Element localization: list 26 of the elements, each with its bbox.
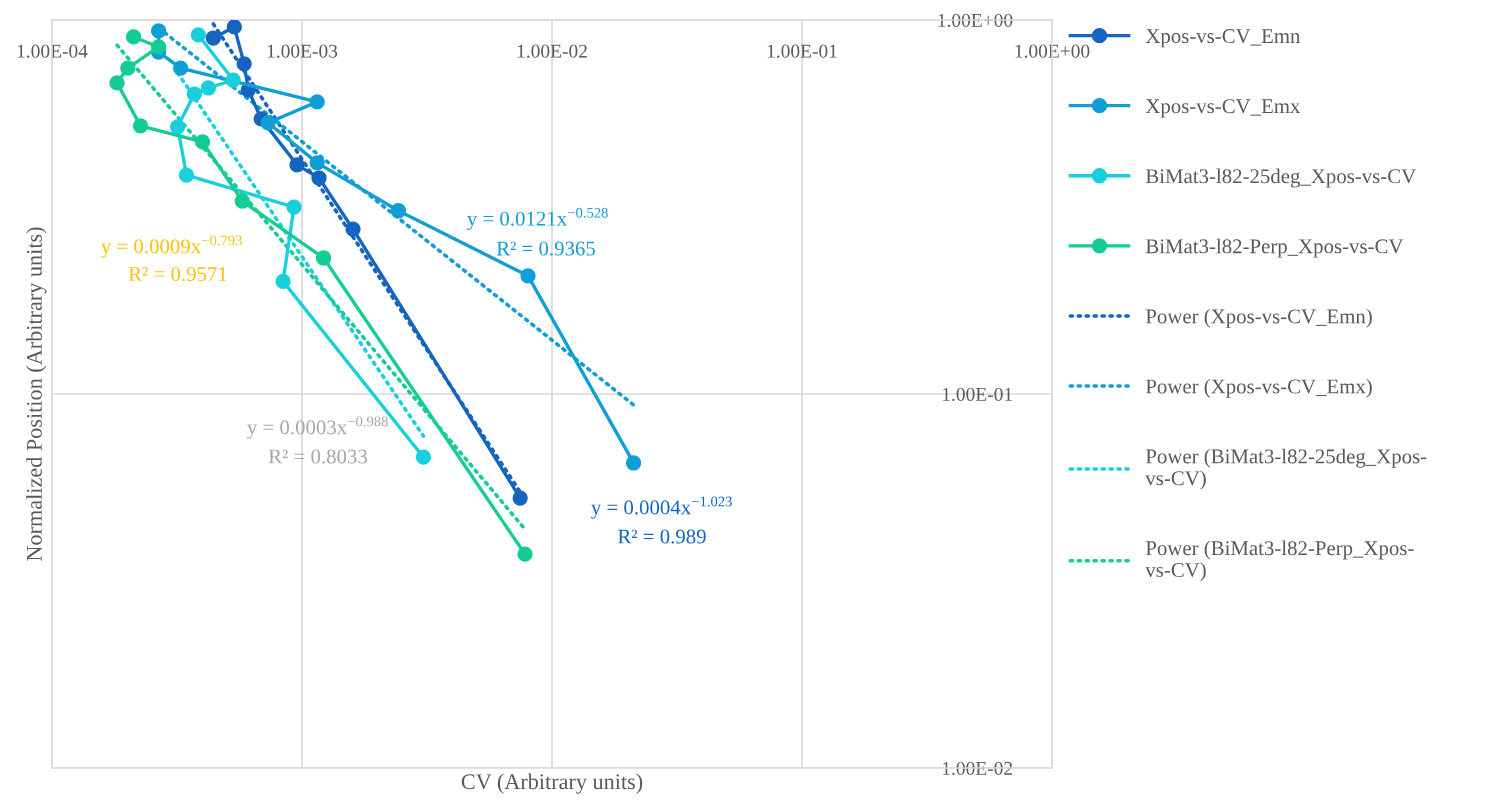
annotation: y = 0.0009x$^{−0.793}$ <box>101 235 242 258</box>
x-tick-label: 1.00E-02 <box>517 44 587 58</box>
legend-label: BiMat3-l82-Perp_Xpos-vs-CV <box>1145 238 1404 258</box>
annotation: y = 0.0003x$^{−0.988}$ <box>247 416 388 439</box>
legend-label: BiMat3-l82-25deg_Xpos-vs-CV <box>1145 168 1416 188</box>
legend-label: Power (BiMat3-l82-Perp_Xpos-vs-CV) <box>1145 540 1414 582</box>
y-tick-label: 1.00E-02 <box>943 761 1013 776</box>
x-axis-title: CV (Arbitrary units) <box>461 773 643 794</box>
annotation: R² = 0.9365 <box>496 241 595 256</box>
annotation: R² = 0.8033 <box>268 449 367 464</box>
legend-label: Power (Xpos-vs-CV_Emn) <box>1145 308 1372 328</box>
legend-label: Power (Xpos-vs-CV_Emx) <box>1145 378 1372 398</box>
x-tick-label: 1.00E+00 <box>1015 44 1090 58</box>
annotation: R² = 0.989 <box>618 529 706 544</box>
x-tick-label: 1.00E-01 <box>767 44 837 58</box>
y-tick-label: 1.00E+00 <box>938 13 1013 28</box>
legend-label: Xpos-vs-CV_Emx <box>1145 99 1301 118</box>
annotation: y = 0.0121x$^{−0.528}$ <box>467 207 608 230</box>
y-tick-label: 1.00E-01 <box>943 387 1012 402</box>
legend-label: Xpos-vs-CV_Emn <box>1145 29 1301 48</box>
x-tick-label: 1.00E-03 <box>267 44 338 58</box>
x-tick-label: 1.00E-04 <box>17 44 88 58</box>
annotation: R² = 0.9571 <box>128 266 227 282</box>
legend-label: Power (BiMat3-l82-25deg_Xpos-vs-CV) <box>1145 448 1427 490</box>
y-axis-title: Normalized Position (Arbitrary units) <box>26 227 47 561</box>
annotation: y = 0.0004x$^{−1.023}$ <box>591 496 732 519</box>
